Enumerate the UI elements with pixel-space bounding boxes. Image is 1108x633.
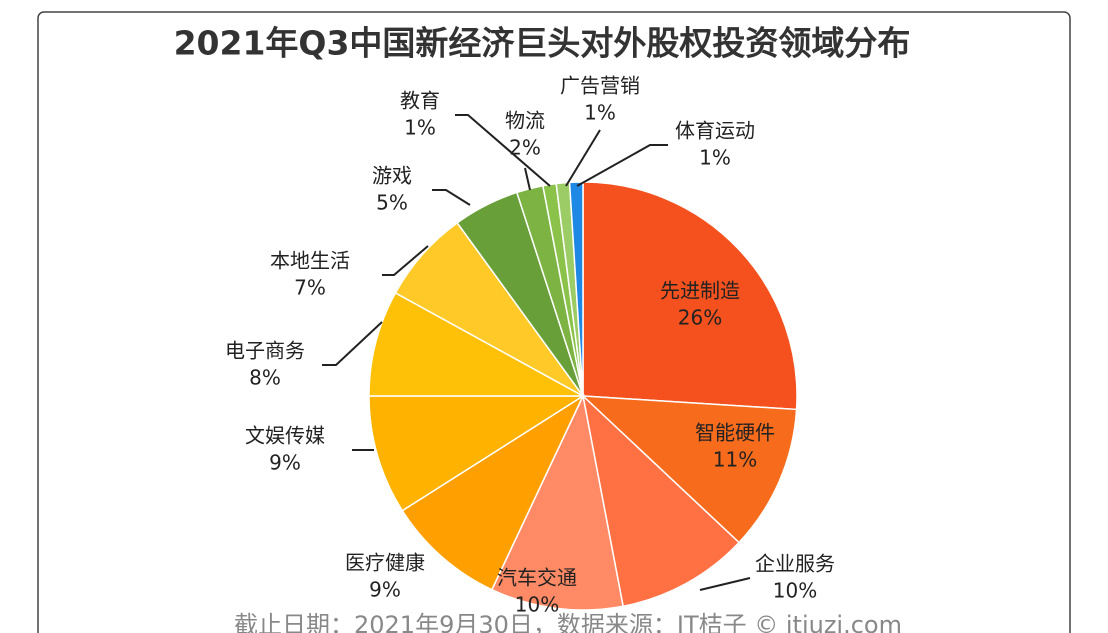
slice-label: 游戏 — [372, 164, 412, 188]
leader-line — [565, 129, 601, 187]
leader-line — [382, 245, 429, 276]
pie-slice — [581, 393, 741, 608]
pie — [368, 181, 798, 611]
slice-label: 物流 — [505, 109, 545, 133]
slice-label: 先进制造 — [660, 279, 740, 303]
slice-value: 1% — [584, 101, 616, 125]
slice-value: 1% — [699, 146, 731, 170]
slice-value: 11% — [713, 448, 757, 472]
slice-label: 医疗健康 — [345, 551, 425, 575]
slice-label: 教育 — [400, 89, 440, 113]
slice-label: 企业服务 — [755, 552, 835, 576]
slice-label: 体育运动 — [675, 119, 755, 143]
pie-slice — [580, 395, 798, 544]
leader-line — [524, 167, 531, 191]
slice-value: 9% — [269, 451, 301, 475]
slice-value: 7% — [294, 276, 326, 300]
pie-slice — [401, 393, 585, 591]
slice-value: 10% — [773, 579, 817, 603]
leader-line — [455, 114, 551, 187]
slice-value: 10% — [515, 593, 559, 617]
slice-label: 智能硬件 — [695, 421, 775, 445]
pie-slice — [368, 291, 584, 397]
leader-line — [322, 321, 383, 366]
leader-line — [432, 189, 471, 206]
slice-label: 汽车交通 — [497, 566, 577, 590]
source: 截止日期：2021年9月30日，数据来源：IT桔子 © itjuzi.com — [234, 611, 902, 633]
slice-value: 9% — [369, 578, 401, 602]
slice-label: 本地生活 — [270, 249, 350, 273]
slice-value: 8% — [249, 366, 281, 390]
pie-slice — [368, 395, 586, 512]
leader-line — [576, 144, 668, 187]
pie-slice — [490, 393, 624, 611]
slice-label: 电子商务 — [225, 339, 305, 363]
slice-label: 广告营销 — [560, 74, 640, 98]
leader-line — [699, 577, 751, 591]
slice-value: 1% — [404, 116, 436, 140]
slice-value: 5% — [376, 191, 408, 215]
pie-slice — [582, 181, 798, 411]
slice-value: 26% — [678, 306, 722, 330]
chart-title: 2021年Q3中国新经济巨头对外股权投资领域分布 — [174, 24, 911, 63]
slice-label: 文娱传媒 — [245, 424, 325, 448]
